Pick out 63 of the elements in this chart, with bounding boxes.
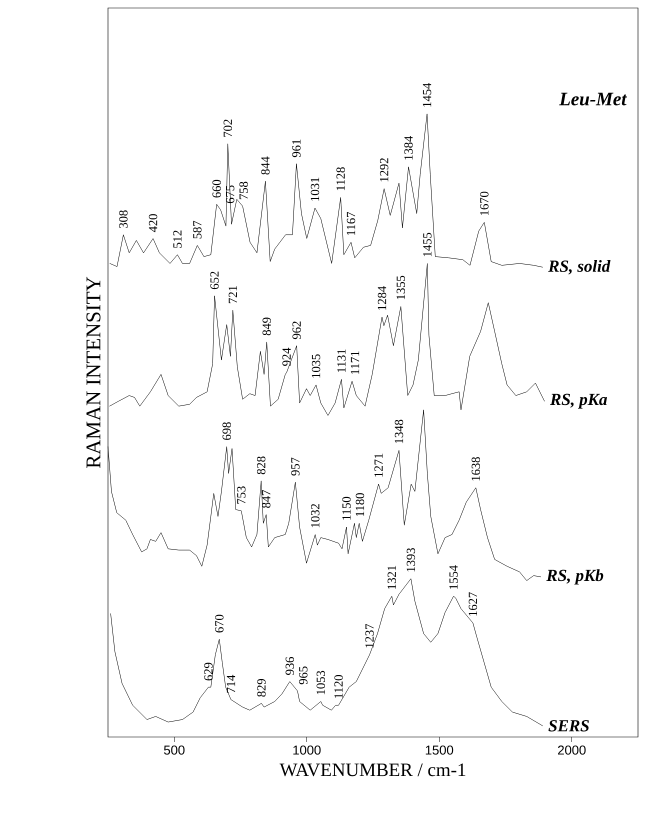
annotation: 1384 [404, 136, 413, 160]
annotation: 1348 [394, 420, 404, 444]
annotation: 675 [226, 185, 234, 204]
annotation: 512 [173, 230, 182, 248]
annotation: 1284 [378, 286, 386, 310]
annotation: 936 [286, 657, 294, 675]
annotation: 965 [299, 666, 308, 684]
annotation: 1032 [311, 504, 320, 528]
annotation: 961 [292, 140, 301, 158]
x-tick-label: 2000 [558, 746, 586, 755]
annotation: 1180 [356, 493, 364, 516]
annotation: 1321 [388, 566, 396, 589]
annotation: 1150 [342, 496, 351, 520]
annotation: 1035 [312, 354, 320, 378]
annotation: 714 [226, 674, 236, 693]
series-label: RS, pKa [550, 394, 608, 409]
annotation: 1053 [316, 670, 326, 694]
x-tick-label: 1500 [426, 746, 454, 755]
annotation: 957 [291, 458, 300, 476]
annotation: 1167 [346, 212, 356, 235]
annotation: 753 [237, 486, 246, 504]
annotation: 1120 [334, 675, 343, 698]
series-label: RS, pKb [546, 569, 604, 585]
annotation: 844 [261, 156, 270, 175]
annotation: 1638 [472, 457, 480, 480]
annotation: 698 [222, 422, 231, 440]
annotation: 1454 [422, 83, 432, 107]
annotation: 660 [212, 180, 221, 198]
annotation: 962 [292, 322, 301, 340]
annotation: 1031 [310, 178, 320, 201]
annotation: 721 [228, 286, 237, 304]
annotation: 702 [224, 120, 232, 137]
annotation: 1627 [468, 592, 478, 616]
x-tick-label: 1000 [293, 746, 321, 755]
chart-title: Leu-Met [559, 92, 628, 106]
annotation: 1128 [336, 167, 345, 190]
annotation: 652 [210, 272, 219, 290]
annotation: 1455 [423, 232, 432, 256]
annotation: 1237 [365, 624, 374, 648]
annotation: 924 [282, 348, 291, 366]
annotation: 420 [148, 214, 158, 232]
annotation: 1393 [406, 548, 416, 572]
annotation: 1554 [449, 565, 458, 589]
annotation: 1171 [350, 351, 360, 374]
annotation: 1292 [380, 158, 388, 182]
annotation: 629 [204, 662, 213, 680]
x-axis-title: WAVENUMBER / cm-1 [280, 764, 466, 776]
annotation: 847 [262, 490, 270, 508]
y-axis-title: RAMAN INTENSITY [86, 276, 100, 468]
annotation: 758 [239, 182, 248, 200]
annotation: 670 [215, 614, 224, 632]
annotation: 1670 [480, 192, 489, 216]
annotation: 587 [193, 220, 202, 238]
series-label: RS, solid [548, 260, 610, 274]
series-label: SERS [548, 720, 589, 732]
annotation: 1271 [374, 454, 383, 477]
annotation: 1131 [337, 349, 346, 372]
annotation: 828 [256, 456, 266, 474]
annotation: 829 [257, 678, 266, 697]
annotation: 1355 [396, 276, 406, 300]
annotation: 849 [262, 318, 271, 336]
annotation: 308 [119, 210, 128, 228]
x-tick-label: 500 [164, 746, 185, 755]
